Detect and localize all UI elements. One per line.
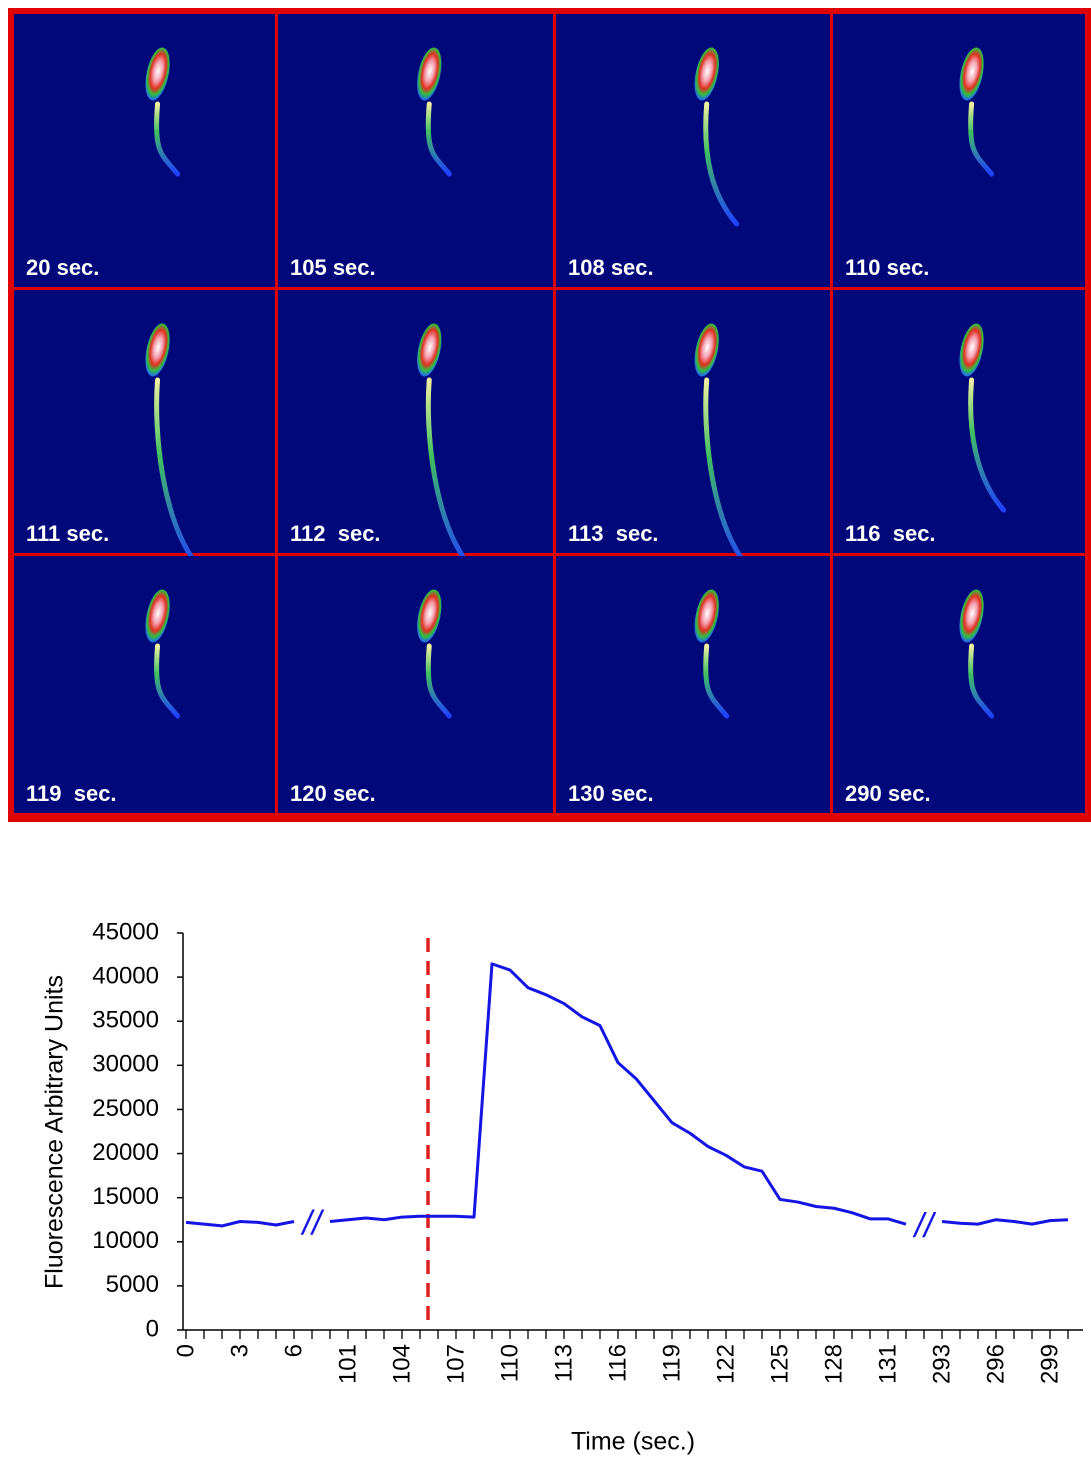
x-tick-label: 119 bbox=[658, 1344, 685, 1382]
y-tick-label: 40000 bbox=[92, 962, 159, 989]
y-tick-label: 30000 bbox=[92, 1051, 159, 1078]
panel-label: 119 sec. bbox=[26, 781, 117, 806]
flagellum bbox=[154, 377, 205, 573]
axis-break: // bbox=[301, 1204, 325, 1242]
chart: 0 5000 10000 15000 20000 25000 30000 35000 40000… bbox=[92, 918, 1083, 1384]
y-tick-label: 25000 bbox=[92, 1095, 159, 1122]
flagellum bbox=[425, 101, 452, 177]
x-tick-label: 293 bbox=[928, 1344, 955, 1384]
x-tick-label: 104 bbox=[388, 1344, 415, 1384]
sperm-head bbox=[959, 589, 984, 643]
sperm-head bbox=[145, 323, 170, 377]
image-panel bbox=[278, 290, 553, 553]
panel-label: 20 sec. bbox=[26, 255, 99, 280]
y-tick-label: 15000 bbox=[92, 1183, 159, 1210]
sperm-head bbox=[145, 589, 170, 643]
flagellum bbox=[154, 101, 181, 177]
image-panel bbox=[556, 556, 830, 813]
image-panel bbox=[14, 14, 275, 287]
y-tick-label: 35000 bbox=[92, 1007, 159, 1034]
image-panel bbox=[833, 556, 1085, 813]
flagellum bbox=[968, 101, 995, 177]
sperm-head bbox=[417, 589, 442, 643]
image-panel bbox=[833, 14, 1085, 287]
panel-label: 113 sec. bbox=[568, 521, 659, 546]
image-panel bbox=[556, 14, 830, 287]
x-axis-title: Time (sec.) bbox=[571, 1428, 695, 1456]
flagellum bbox=[425, 377, 476, 573]
flagellum bbox=[703, 377, 754, 573]
panel-label: 111 sec. bbox=[26, 521, 109, 546]
axis-break: // bbox=[913, 1207, 937, 1245]
x-tick-label: 6 bbox=[280, 1344, 307, 1357]
flagellum bbox=[968, 377, 1007, 513]
x-tick-label: 101 bbox=[334, 1344, 361, 1384]
panel-label: 105 sec. bbox=[290, 255, 376, 280]
x-tick-label: 107 bbox=[442, 1344, 469, 1384]
x-tick-label: 113 bbox=[550, 1344, 577, 1382]
image-panel bbox=[14, 290, 275, 553]
flagellum bbox=[425, 643, 452, 719]
x-tick-label: 296 bbox=[982, 1344, 1009, 1384]
x-tick-label: 128 bbox=[820, 1344, 847, 1384]
panel-label: 108 sec. bbox=[568, 255, 654, 280]
x-tick-label: 131 bbox=[874, 1344, 901, 1384]
panel-label: 110 sec. bbox=[845, 255, 929, 280]
y-tick-label: 45000 bbox=[92, 918, 159, 945]
image-panel bbox=[278, 14, 553, 287]
image-panel bbox=[833, 290, 1085, 553]
y-tick-label: 20000 bbox=[92, 1139, 159, 1166]
x-tick-label: 299 bbox=[1036, 1344, 1063, 1384]
panel-label: 116 sec. bbox=[845, 521, 936, 546]
flagellum bbox=[968, 643, 995, 719]
x-tick-label: 125 bbox=[766, 1344, 793, 1384]
y-tick-label: 0 bbox=[146, 1315, 159, 1342]
data-line bbox=[185, 962, 1069, 1228]
y-tick-label: 5000 bbox=[106, 1271, 159, 1298]
panel-label: 130 sec. bbox=[568, 781, 654, 806]
x-tick-label: 110 bbox=[496, 1344, 523, 1382]
sperm-head bbox=[145, 47, 170, 101]
sperm-head bbox=[959, 323, 984, 377]
sperm-head bbox=[417, 323, 442, 377]
sperm-head bbox=[694, 323, 719, 377]
x-tick-label: 0 bbox=[172, 1344, 199, 1357]
panel-label: 120 sec. bbox=[290, 781, 376, 806]
image-panel bbox=[556, 290, 830, 553]
flagellum bbox=[703, 101, 740, 227]
sperm-head bbox=[694, 47, 719, 101]
image-panel bbox=[278, 556, 553, 813]
x-tick-label: 116 bbox=[604, 1344, 631, 1382]
flagellum bbox=[703, 643, 730, 719]
image-panel bbox=[14, 556, 275, 813]
y-axis-title: Fluorescence Arbitrary Units bbox=[41, 975, 69, 1289]
panel-grid: 20 sec. 105 sec. 108 sec. 110 sec. 111 sec. 1… bbox=[14, 14, 1085, 813]
sperm-head bbox=[959, 47, 984, 101]
sperm-head bbox=[417, 47, 442, 101]
panel-label: 112 sec. bbox=[290, 521, 381, 546]
y-tick-label: 10000 bbox=[92, 1227, 159, 1254]
x-tick-label: 122 bbox=[712, 1344, 739, 1384]
sperm-head bbox=[694, 589, 719, 643]
panel-label: 290 sec. bbox=[845, 781, 931, 806]
flagellum bbox=[154, 643, 181, 719]
x-tick-label: 3 bbox=[226, 1344, 253, 1357]
